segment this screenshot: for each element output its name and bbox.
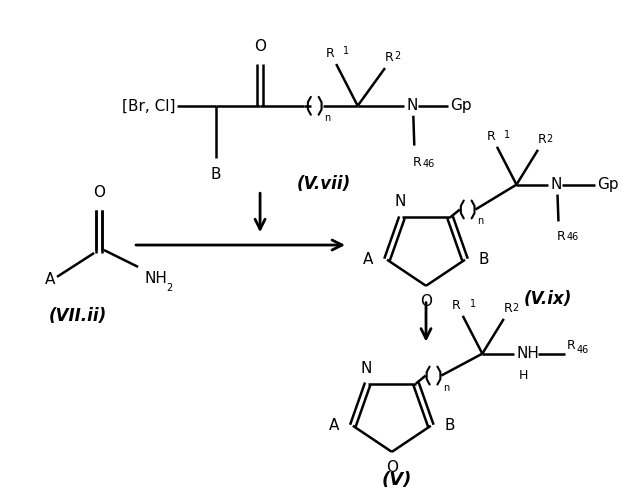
Text: NH: NH <box>145 272 168 286</box>
Text: O: O <box>254 39 266 54</box>
Text: R: R <box>568 338 576 351</box>
Text: B: B <box>444 418 455 434</box>
Text: H: H <box>518 368 528 382</box>
Text: O: O <box>420 294 432 309</box>
Text: 2: 2 <box>547 134 553 144</box>
Text: Gp: Gp <box>450 98 472 114</box>
Text: 1: 1 <box>504 130 510 140</box>
Text: R: R <box>325 47 335 60</box>
Text: (V.vii): (V.vii) <box>297 176 351 194</box>
Text: B: B <box>478 252 489 267</box>
Text: R: R <box>504 302 513 315</box>
Text: 2: 2 <box>166 283 173 293</box>
Text: N: N <box>551 177 562 192</box>
Text: N: N <box>360 360 371 376</box>
Text: A: A <box>363 252 373 267</box>
Text: n: n <box>444 382 450 392</box>
Text: (V.ix): (V.ix) <box>524 290 572 308</box>
Text: A: A <box>45 272 55 287</box>
Text: R: R <box>556 230 565 243</box>
Text: 46: 46 <box>422 158 434 168</box>
Text: R: R <box>385 51 394 64</box>
Text: R: R <box>452 299 461 312</box>
Text: n: n <box>477 216 483 226</box>
Text: 46: 46 <box>566 232 579 242</box>
Text: A: A <box>329 418 339 434</box>
Text: N: N <box>394 194 406 210</box>
Text: R: R <box>538 133 547 146</box>
Text: Gp: Gp <box>597 177 619 192</box>
Text: N: N <box>406 98 418 114</box>
Text: 1: 1 <box>470 299 476 309</box>
Text: 46: 46 <box>577 344 589 354</box>
Text: n: n <box>325 113 331 123</box>
Text: B: B <box>211 168 221 182</box>
Text: 2: 2 <box>513 303 519 313</box>
Text: 1: 1 <box>343 46 349 56</box>
Text: R: R <box>487 130 495 143</box>
Text: 2: 2 <box>394 51 400 61</box>
Text: O: O <box>386 460 398 475</box>
Text: (V): (V) <box>381 471 412 489</box>
Text: R: R <box>412 156 421 168</box>
Text: NH: NH <box>516 346 540 361</box>
Text: [Br, Cl]: [Br, Cl] <box>121 98 175 114</box>
Text: (VII.ii): (VII.ii) <box>49 306 107 324</box>
Text: O: O <box>93 186 105 200</box>
